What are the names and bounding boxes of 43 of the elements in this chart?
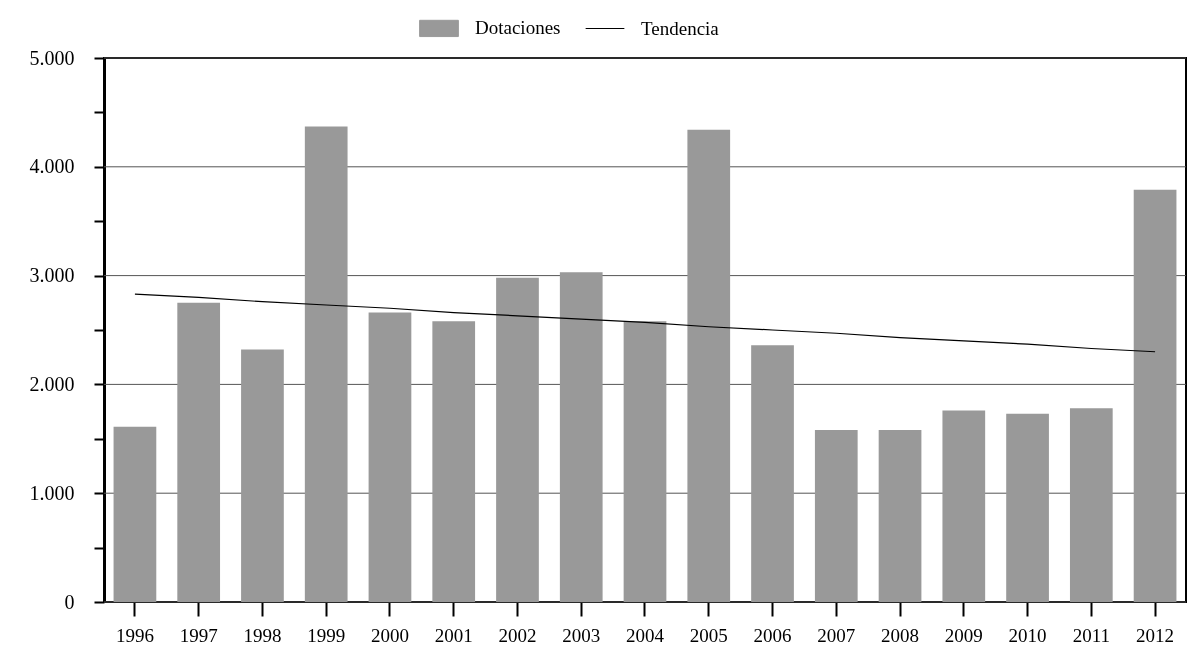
x-tick-label: 2010	[1008, 624, 1047, 646]
x-tick-label: 2012	[1136, 624, 1175, 646]
line-series	[134, 293, 1156, 353]
x-tick-label: 2009	[944, 624, 983, 646]
bar	[687, 129, 731, 602]
x-tick-label: 2003	[562, 624, 601, 646]
legend-label: Tendencia	[641, 17, 720, 39]
y-tick-label: 5.000	[29, 46, 75, 69]
x-tick-label: 1997	[179, 624, 218, 646]
x-tick-label: 2007	[817, 624, 856, 646]
bar	[1069, 408, 1113, 602]
y-tick-label: 2.000	[29, 372, 75, 395]
y-tick-label: 1.000	[29, 481, 75, 504]
x-tick-label: 2000	[370, 624, 409, 646]
x-tick-label: 2001	[434, 624, 473, 646]
bar	[1133, 189, 1177, 602]
x-tick-label: 2006	[753, 624, 792, 646]
bar	[878, 430, 922, 602]
bar	[942, 410, 986, 602]
bar	[1006, 413, 1049, 602]
x-tick-label: 1999	[307, 624, 346, 646]
bar	[304, 126, 348, 602]
bar	[751, 345, 794, 602]
bar	[814, 430, 858, 602]
x-tick-label: 2008	[881, 624, 920, 646]
bar	[241, 349, 284, 602]
legend-label: Dotaciones	[475, 17, 561, 39]
x-tick-label: 1996	[115, 624, 154, 646]
x-tick-label: 2004	[626, 624, 665, 646]
bar	[496, 277, 539, 602]
bar	[432, 321, 476, 602]
bar	[177, 302, 221, 602]
x-tick-label: 1998	[243, 624, 282, 646]
y-tick-label: 3.000	[29, 264, 75, 287]
bar	[113, 426, 157, 602]
y-tick-label: 4.000	[29, 155, 75, 178]
x-tick-label: 2002	[498, 624, 537, 646]
y-tick-label: 0	[64, 590, 75, 613]
bar	[623, 321, 667, 602]
x-tick-label: 2005	[689, 624, 728, 646]
x-tick-label: 2011	[1072, 624, 1110, 646]
bar	[368, 312, 412, 602]
bar	[559, 272, 603, 602]
